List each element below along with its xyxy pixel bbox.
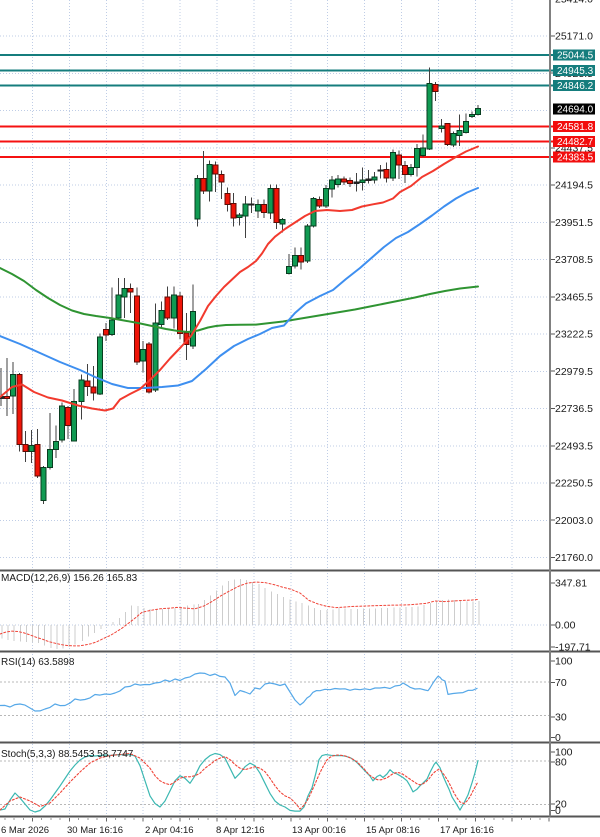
svg-text:-197.71: -197.71 [555, 642, 591, 654]
svg-text:22736.5: 22736.5 [555, 403, 593, 415]
svg-text:21760.0: 21760.0 [555, 552, 593, 564]
svg-text:25414.0: 25414.0 [555, 0, 593, 6]
svg-text:23951.5: 23951.5 [555, 217, 593, 229]
svg-text:RSI(14) 63.5898: RSI(14) 63.5898 [1, 657, 75, 668]
svg-text:100: 100 [555, 747, 573, 759]
svg-text:15 Apr 08:16: 15 Apr 08:16 [366, 825, 420, 836]
svg-text:24581.8: 24581.8 [557, 122, 594, 133]
svg-text:100: 100 [555, 656, 573, 668]
svg-text:24694.0: 24694.0 [557, 105, 594, 116]
svg-text:22250.5: 22250.5 [555, 478, 593, 490]
svg-text:8 Apr 12:16: 8 Apr 12:16 [216, 825, 265, 836]
svg-text:0: 0 [555, 805, 561, 817]
svg-text:24482.7: 24482.7 [557, 137, 594, 148]
svg-text:0.00: 0.00 [555, 620, 576, 632]
svg-text:22003.0: 22003.0 [555, 515, 593, 527]
svg-text:23222.5: 23222.5 [555, 329, 593, 341]
svg-text:13 Apr 00:16: 13 Apr 00:16 [292, 825, 346, 836]
svg-text:347.81: 347.81 [555, 578, 587, 590]
svg-text:24383.5: 24383.5 [557, 152, 594, 163]
svg-text:24846.2: 24846.2 [557, 81, 594, 92]
svg-text:6 Mar 2026: 6 Mar 2026 [1, 825, 49, 836]
svg-text:25171.0: 25171.0 [555, 31, 593, 43]
svg-text:25044.5: 25044.5 [557, 51, 594, 62]
svg-text:24945.3: 24945.3 [557, 66, 594, 77]
svg-text:23465.5: 23465.5 [555, 291, 593, 303]
svg-text:22979.5: 22979.5 [555, 366, 593, 378]
svg-text:MACD(12,26,9) 156.26 165.83: MACD(12,26,9) 156.26 165.83 [1, 573, 138, 584]
svg-text:20: 20 [555, 799, 567, 811]
svg-text:80: 80 [555, 757, 567, 769]
svg-text:24194.5: 24194.5 [555, 180, 593, 192]
svg-text:2 Apr 04:16: 2 Apr 04:16 [145, 825, 194, 836]
svg-text:Stoch(5,3,3) 88.5453 58,7747: Stoch(5,3,3) 88.5453 58,7747 [1, 749, 134, 760]
svg-text:17 Apr 16:16: 17 Apr 16:16 [440, 825, 494, 836]
svg-text:70: 70 [555, 677, 567, 689]
svg-text:22493.5: 22493.5 [555, 440, 593, 452]
svg-text:0: 0 [555, 732, 561, 744]
svg-text:23708.5: 23708.5 [555, 254, 593, 266]
svg-text:30 Mar 16:16: 30 Mar 16:16 [67, 825, 123, 836]
svg-text:30: 30 [555, 712, 567, 724]
